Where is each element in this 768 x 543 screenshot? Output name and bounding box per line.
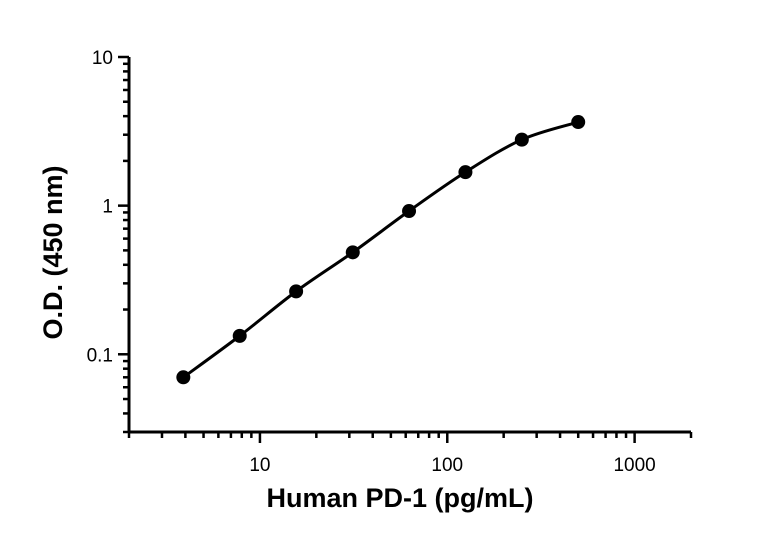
y-axis: 0.1 1 10	[87, 48, 131, 434]
y-tick-label: 0.1	[87, 345, 113, 366]
data-point	[289, 284, 304, 299]
data-point	[345, 245, 360, 260]
data-point	[402, 204, 417, 219]
x-tick-label: 10	[249, 455, 270, 476]
data-point	[458, 165, 473, 180]
data-point	[176, 370, 191, 385]
x-tick-label: 1000	[613, 455, 655, 476]
y-tick-label: 1	[102, 197, 113, 218]
y-tick-label: 10	[92, 48, 113, 69]
y-axis-title: O.D. (450 nm)	[38, 165, 68, 339]
data-point	[232, 328, 247, 343]
data-point	[571, 115, 586, 130]
data-points	[176, 115, 586, 385]
x-axis: 10 100 1000	[127, 430, 693, 476]
x-tick-label: 100	[431, 455, 463, 476]
data-point	[514, 132, 529, 147]
x-axis-title: Human PD-1 (pg/mL)	[267, 483, 534, 513]
